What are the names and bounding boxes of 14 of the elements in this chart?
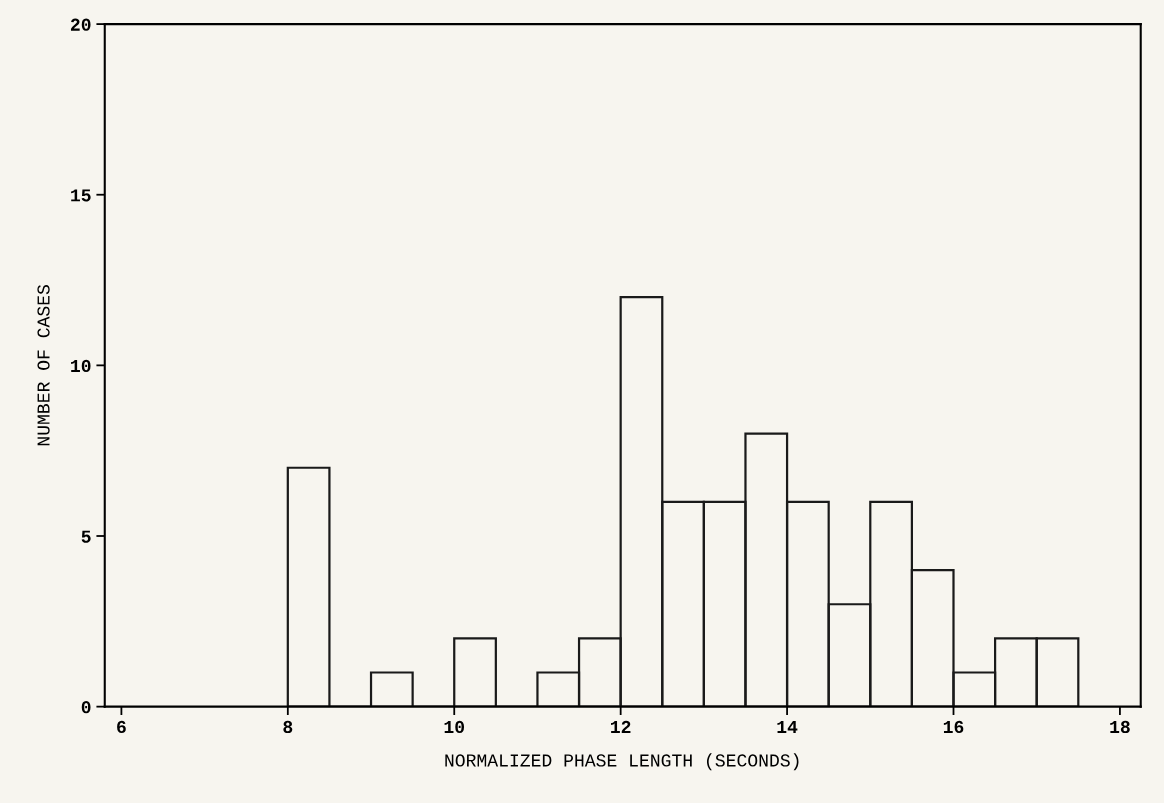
y-tick-label: 0	[81, 701, 91, 714]
x-axis-title: NORMALIZED PHASE LENGTH (SECONDS)	[445, 753, 799, 771]
x-tick-label: 10	[444, 720, 465, 734]
x-tick-label: 16	[943, 720, 964, 734]
x-tick-label: 8	[283, 720, 293, 734]
y-tick-label: 5	[81, 530, 91, 543]
x-tick-label: 6	[117, 720, 126, 734]
y-tick-label: 20	[70, 18, 91, 31]
x-tick-label: 14	[777, 721, 798, 733]
y-axis-title: NUMBER OF CASES	[37, 285, 50, 446]
y-tick-label: 10	[71, 359, 91, 373]
y-tick-label: 15	[71, 189, 91, 202]
x-tick-label: 12	[611, 720, 631, 733]
x-tick-label: 18	[1110, 720, 1130, 734]
